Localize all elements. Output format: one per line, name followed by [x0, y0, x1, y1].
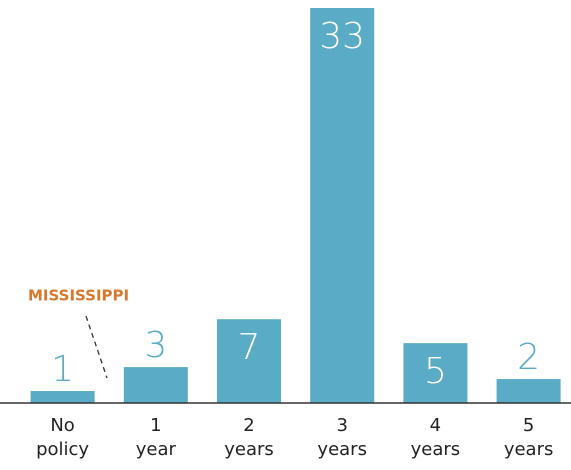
value-label: 5: [424, 351, 447, 392]
x-tick-label: 2 years: [224, 415, 274, 460]
annotation: MISSISSIPPI: [28, 287, 129, 305]
bar: [310, 8, 375, 403]
value-label: 2: [517, 337, 540, 378]
x-tick-label: 1 year: [135, 415, 176, 460]
bar: [123, 367, 188, 403]
bar: [217, 319, 281, 403]
annotation-leader: [85, 315, 108, 379]
bar: [30, 391, 95, 403]
x-tick-label: 4 years: [410, 415, 461, 460]
value-label: 1: [51, 349, 74, 390]
value-label: 7: [238, 327, 261, 368]
bar: [403, 343, 468, 403]
x-tick-label: 5 years: [503, 415, 554, 460]
x-tick-label: No policy: [36, 415, 90, 460]
value-label: 3: [144, 325, 167, 366]
x-tick-label: 3 years: [317, 415, 367, 460]
bar: [496, 379, 561, 403]
value-label: 33: [319, 16, 365, 57]
